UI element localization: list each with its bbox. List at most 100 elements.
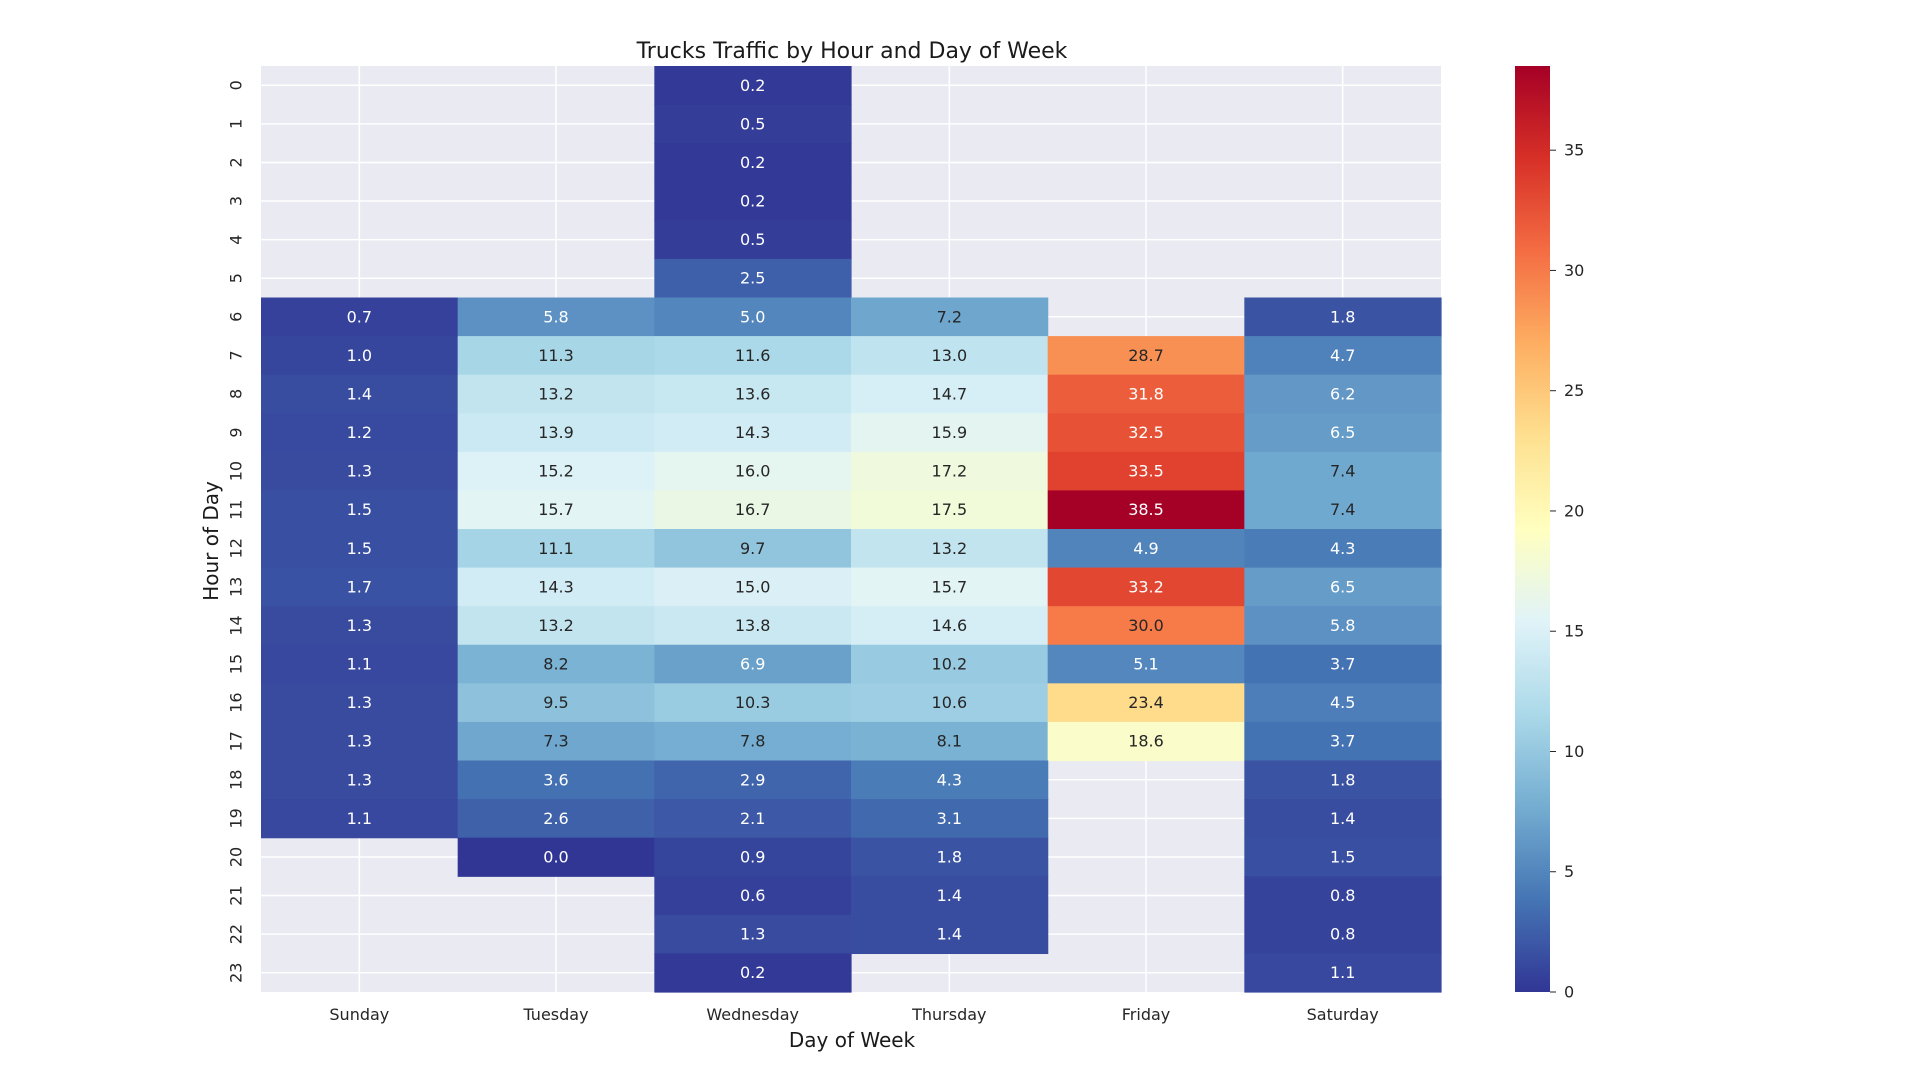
cell-value-label: 0.8 — [1330, 886, 1355, 905]
cell-value-label: 2.5 — [740, 269, 765, 288]
cell-value-label: 14.3 — [538, 577, 574, 596]
cell-value-label: 33.5 — [1128, 462, 1164, 481]
heatmap-cell — [261, 413, 459, 453]
cell-value-label: 6.5 — [1330, 577, 1355, 596]
heatmap-cell — [851, 413, 1049, 453]
cell-value-label: 1.3 — [347, 770, 372, 789]
cell-value-label: 1.3 — [740, 925, 765, 944]
y-axis-title: Hour of Day — [199, 481, 223, 601]
heatmap-cell — [1244, 490, 1442, 530]
heatmap-cell — [851, 644, 1049, 684]
heatmap-cell — [654, 451, 852, 492]
cell-value-label: 1.5 — [1330, 847, 1355, 866]
cell-value-label: 6.9 — [740, 655, 765, 674]
cell-value-label: 9.5 — [543, 693, 568, 712]
heatmap-cell — [654, 567, 852, 607]
colorbar-tick-label: 5 — [1564, 862, 1574, 881]
heatmap-cell — [851, 760, 1049, 800]
heatmap-cell — [851, 606, 1049, 646]
heatmap-cell — [851, 683, 1049, 723]
heatmap-cell — [1047, 413, 1245, 453]
heatmap-cell — [1244, 413, 1442, 453]
heatmap-cell — [654, 336, 852, 376]
cell-value-label: 13.0 — [932, 346, 968, 365]
cell-value-label: 15.0 — [735, 577, 771, 596]
cell-value-labels: 0.2 0.5 0.2 0.2 0.5 2.5 0.7 5.8 5.0 7.2 1.8 1.0 11.3… — [347, 76, 1356, 982]
heatmap-cell — [261, 760, 459, 800]
heatmap-cell — [261, 799, 459, 839]
y-tick-label: 18 — [227, 770, 246, 790]
y-tick-label: 14 — [227, 615, 246, 635]
cell-value-label: 0.0 — [543, 847, 568, 866]
heatmap-cell — [261, 529, 459, 569]
y-tick-label: 5 — [227, 273, 246, 283]
cell-value-label: 15.7 — [538, 500, 574, 519]
cell-value-label: 1.8 — [1330, 770, 1355, 789]
heatmap-cell — [1047, 721, 1245, 762]
cell-value-label: 4.7 — [1330, 346, 1355, 365]
heatmap-cell — [457, 567, 655, 607]
cell-value-label: 1.8 — [1330, 307, 1355, 326]
heatmap-cell — [654, 760, 852, 800]
y-tick-label: 21 — [227, 885, 246, 905]
cell-value-label: 5.8 — [1330, 616, 1355, 635]
x-tick-label: Thursday — [911, 1005, 986, 1024]
y-tick-label: 15 — [227, 654, 246, 674]
heatmap-cell — [457, 760, 655, 800]
heatmap-cell — [457, 529, 655, 569]
heatmap-cell — [1047, 606, 1245, 646]
heatmap-cell — [457, 644, 655, 684]
heatmap-cell — [851, 336, 1049, 376]
cell-value-label: 1.3 — [347, 732, 372, 751]
heatmap-cell — [1244, 837, 1442, 877]
heatmap-cell — [654, 529, 852, 569]
heatmap-cell — [457, 336, 655, 376]
heatmap-cell — [654, 181, 852, 221]
heatmap-cell — [457, 490, 655, 530]
heatmap-cell — [457, 606, 655, 646]
cell-value-label: 0.9 — [740, 847, 765, 866]
cell-value-label: 5.1 — [1133, 655, 1158, 674]
cell-value-label: 1.8 — [937, 847, 962, 866]
heatmap-cell — [261, 374, 459, 414]
heatmap-cell — [654, 220, 852, 260]
heatmap-cell — [654, 837, 852, 877]
cell-value-label: 13.6 — [735, 384, 771, 403]
cell-value-label: 3.1 — [937, 809, 962, 828]
colorbar-tick-label: 20 — [1564, 501, 1584, 520]
heatmap-cell — [1047, 644, 1245, 684]
cell-value-label: 3.6 — [543, 770, 568, 789]
y-tick-label: 16 — [227, 692, 246, 712]
y-tick-label: 9 — [227, 427, 246, 437]
heatmap-cell — [1047, 490, 1245, 530]
cell-value-label: 13.9 — [538, 423, 574, 442]
cell-value-label: 1.3 — [347, 616, 372, 635]
cell-value-label: 8.2 — [543, 655, 568, 674]
heatmap-cell — [1244, 297, 1442, 337]
heatmap-cell — [654, 66, 852, 106]
cell-value-label: 10.6 — [932, 693, 968, 712]
cell-value-label: 8.1 — [937, 732, 962, 751]
cell-value-label: 14.7 — [932, 384, 968, 403]
cell-value-label: 0.2 — [740, 76, 765, 95]
heatmap-cell — [1047, 567, 1245, 607]
cell-value-label: 1.3 — [347, 693, 372, 712]
heatmap-cell — [457, 451, 655, 492]
x-tick-label: Saturday — [1307, 1005, 1379, 1024]
cell-value-label: 23.4 — [1128, 693, 1164, 712]
y-tick-label: 20 — [227, 847, 246, 867]
cell-value-label: 1.5 — [347, 500, 372, 519]
colorbar-tick-label: 15 — [1564, 622, 1584, 641]
heatmap-cell — [654, 143, 852, 183]
heatmap-cell — [261, 336, 459, 376]
cell-value-label: 13.2 — [932, 539, 968, 558]
colorbar-ticks: 0 5 10 15 20 25 30 35 — [1550, 141, 1584, 1002]
heatmap-cell — [654, 721, 852, 762]
y-tick-label: 6 — [227, 312, 246, 322]
heatmap-cell — [457, 374, 655, 414]
cell-value-label: 15.9 — [932, 423, 968, 442]
heatmap-cell — [261, 451, 459, 492]
y-tick-label: 1 — [227, 119, 246, 129]
